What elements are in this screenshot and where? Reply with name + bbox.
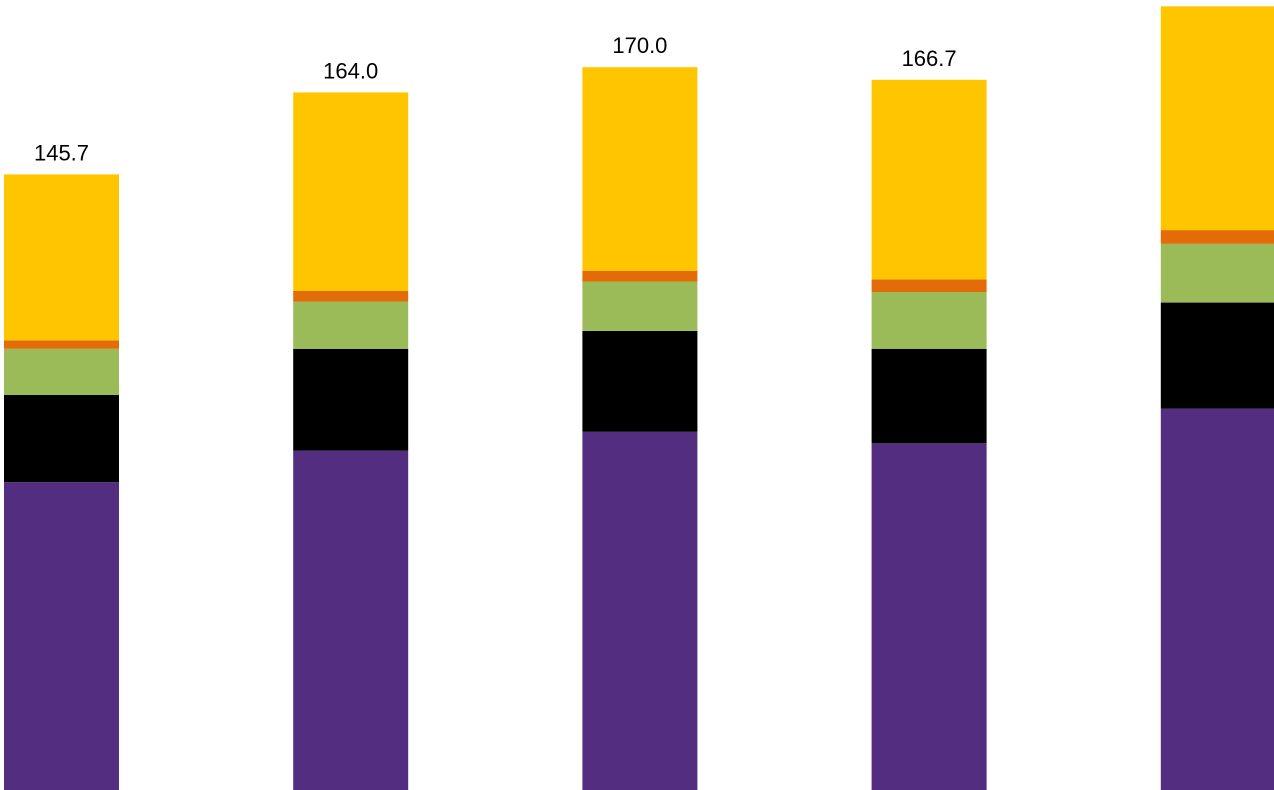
bar-segment-5-series-4 — [1160, 230, 1274, 244]
bar-total-label-4: 166.7 — [902, 46, 957, 71]
bar-segment-1-series-2 — [4, 395, 119, 483]
bar-segment-1-series-5 — [4, 174, 119, 341]
bar-segment-2-series-4 — [293, 291, 409, 302]
bar-segment-3-series-3 — [582, 281, 698, 331]
bar-segment-3-series-2 — [582, 330, 698, 432]
bar-segment-5-series-3 — [1160, 243, 1274, 303]
bar-segment-3-series-4 — [582, 271, 698, 282]
bar-segment-2-series-2 — [293, 348, 409, 451]
bar-segment-2-series-5 — [293, 92, 409, 292]
bar-segment-3-series-5 — [582, 67, 698, 271]
bar-segment-4-series-2 — [871, 348, 987, 444]
bar-segment-3-series-1 — [582, 431, 698, 790]
bar-segment-4-series-3 — [871, 292, 987, 349]
bar-segment-1-series-1 — [4, 482, 119, 790]
bars-group — [4, 6, 1274, 790]
bar-segment-5-series-2 — [1160, 302, 1274, 409]
bar-segment-4-series-1 — [871, 443, 987, 790]
bar-segment-1-series-3 — [4, 348, 119, 395]
bar-total-label-1: 145.7 — [34, 140, 89, 165]
bar-segment-2-series-1 — [293, 450, 409, 790]
bar-total-label-2: 164.0 — [323, 58, 378, 83]
bar-segment-5-series-5 — [1160, 6, 1274, 231]
bar-segment-5-series-1 — [1160, 408, 1274, 790]
bar-segment-4-series-4 — [871, 279, 987, 292]
bar-total-label-3: 170.0 — [612, 33, 667, 58]
bar-segment-2-series-3 — [293, 301, 409, 349]
bar-segment-1-series-4 — [4, 340, 119, 349]
bar-segment-4-series-5 — [871, 79, 987, 280]
